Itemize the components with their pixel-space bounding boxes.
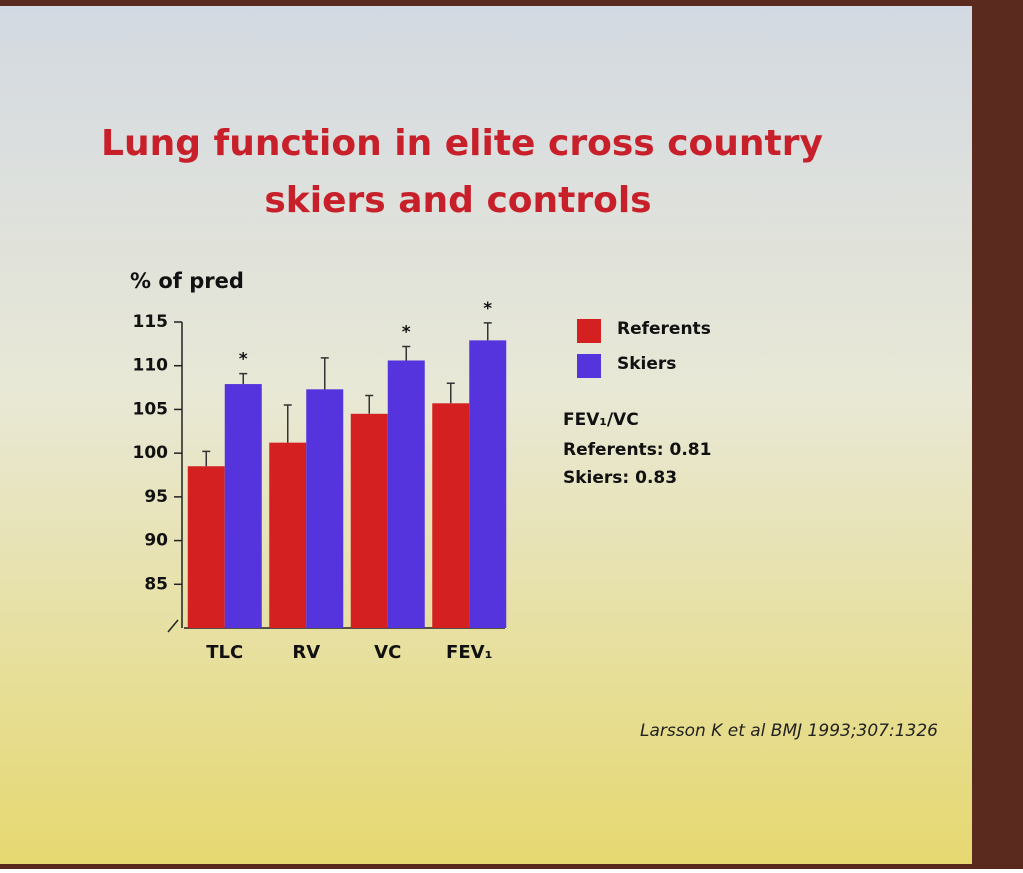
title-line: skiers and controls bbox=[264, 180, 651, 221]
bar bbox=[187, 466, 225, 628]
significance-mark: * bbox=[239, 350, 248, 370]
y-axis-label: % of pred bbox=[130, 269, 244, 293]
bar bbox=[469, 340, 507, 628]
legend-label: Skiers bbox=[617, 354, 676, 374]
legend-swatch bbox=[577, 319, 601, 343]
significance-mark: * bbox=[483, 299, 492, 319]
error-bar bbox=[483, 322, 492, 341]
error-bar bbox=[202, 450, 211, 467]
y-tick-label: 85 bbox=[144, 574, 168, 594]
y-tick-label: 115 bbox=[133, 312, 169, 332]
y-tick-label: 105 bbox=[133, 399, 169, 419]
y-tick-label: 100 bbox=[133, 443, 169, 463]
bar bbox=[269, 442, 307, 628]
note: FEV₁/VC bbox=[563, 410, 639, 430]
x-tick-label: FEV₁ bbox=[446, 642, 492, 663]
legend-swatch bbox=[577, 354, 601, 378]
bar bbox=[432, 403, 470, 628]
bar bbox=[224, 384, 262, 628]
error-bar bbox=[446, 382, 455, 404]
y-tick-label: 95 bbox=[144, 487, 168, 507]
note: Referents: 0.81 bbox=[563, 440, 711, 460]
x-tick-label: TLC bbox=[206, 642, 243, 663]
bar bbox=[306, 389, 344, 628]
axis-break bbox=[167, 619, 179, 633]
note: Skiers: 0.83 bbox=[563, 468, 677, 488]
y-tick-label: 110 bbox=[133, 356, 169, 376]
bar bbox=[350, 413, 388, 628]
title-line: Lung function in elite cross country bbox=[101, 123, 823, 164]
error-bar bbox=[239, 372, 248, 385]
bar bbox=[387, 360, 425, 628]
error-bar bbox=[320, 357, 329, 390]
significance-mark: * bbox=[402, 322, 411, 342]
x-tick-label: RV bbox=[292, 642, 320, 663]
source: Larsson K et al BMJ 1993;307:1326 bbox=[640, 721, 938, 741]
legend-label: Referents bbox=[617, 319, 711, 339]
error-bar bbox=[365, 394, 374, 414]
x-tick-label: VC bbox=[374, 642, 401, 663]
y-tick-label: 90 bbox=[144, 531, 168, 551]
error-bar bbox=[283, 404, 292, 443]
error-bar bbox=[402, 345, 411, 361]
